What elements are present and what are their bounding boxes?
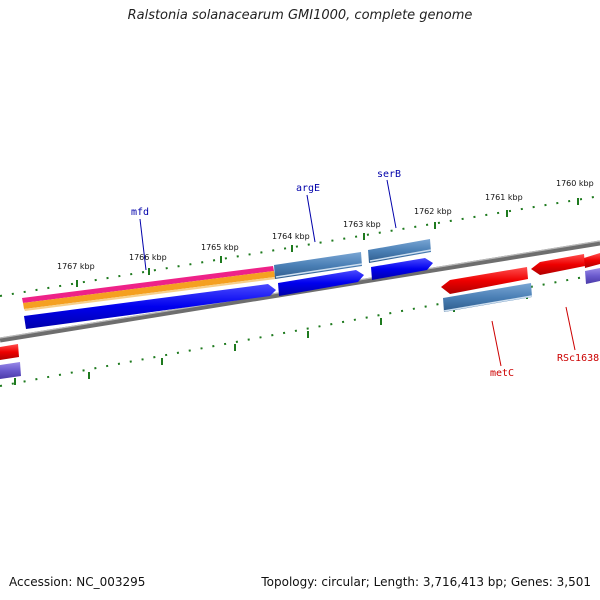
magenta-feature (22, 266, 274, 303)
edge-red-gene-right[interactable] (584, 253, 600, 268)
tick-label-1766: 1766 kbp (129, 253, 167, 262)
genome-stats-text: Topology: circular; Length: 3,716,413 bp… (261, 575, 591, 589)
gene-label-RSc1638[interactable]: RSc1638 (557, 353, 599, 364)
orange-feature (23, 271, 275, 309)
metC-steel-feature (443, 283, 532, 312)
argE-leader (306, 194, 316, 243)
gene-label-serB[interactable]: serB (377, 169, 401, 180)
serB-leader (386, 179, 397, 229)
tick-label-1763: 1763 kbp (343, 220, 381, 229)
RSc1638-leader (565, 306, 576, 351)
tick-label-1765: 1765 kbp (201, 243, 239, 252)
tick-label-1762: 1762 kbp (414, 207, 452, 216)
mfd-gene[interactable] (24, 284, 276, 329)
tick-label-1767: 1767 kbp (57, 262, 95, 271)
edge-purple-feature-left (0, 362, 21, 379)
tick-label-1760: 1760 kbp (556, 179, 594, 188)
metc-gene[interactable] (441, 267, 528, 294)
edge-red-gene-left[interactable] (0, 344, 19, 360)
argE-steel-feature (274, 252, 362, 279)
tick-label-1764: 1764 kbp (272, 232, 310, 241)
mfd-leader (139, 218, 147, 271)
accession-text: Accession: NC_003295 (9, 575, 146, 589)
metC-leader (491, 320, 502, 367)
outer-major-ticks (76, 198, 579, 287)
serB-steel-feature (368, 239, 431, 263)
edge-purple-feature-right (585, 268, 600, 284)
gene-label-argE[interactable]: argE (296, 183, 320, 194)
arge-gene[interactable] (278, 270, 364, 296)
gene-label-metC[interactable]: metC (490, 368, 514, 379)
tick-label-1761: 1761 kbp (485, 193, 523, 202)
gene-label-mfd[interactable]: mfd (131, 207, 149, 218)
map-title: Ralstonia solanacearum GMI1000, complete… (127, 8, 473, 23)
serb-gene[interactable] (371, 258, 433, 280)
rsc1638-gene[interactable] (531, 254, 585, 275)
